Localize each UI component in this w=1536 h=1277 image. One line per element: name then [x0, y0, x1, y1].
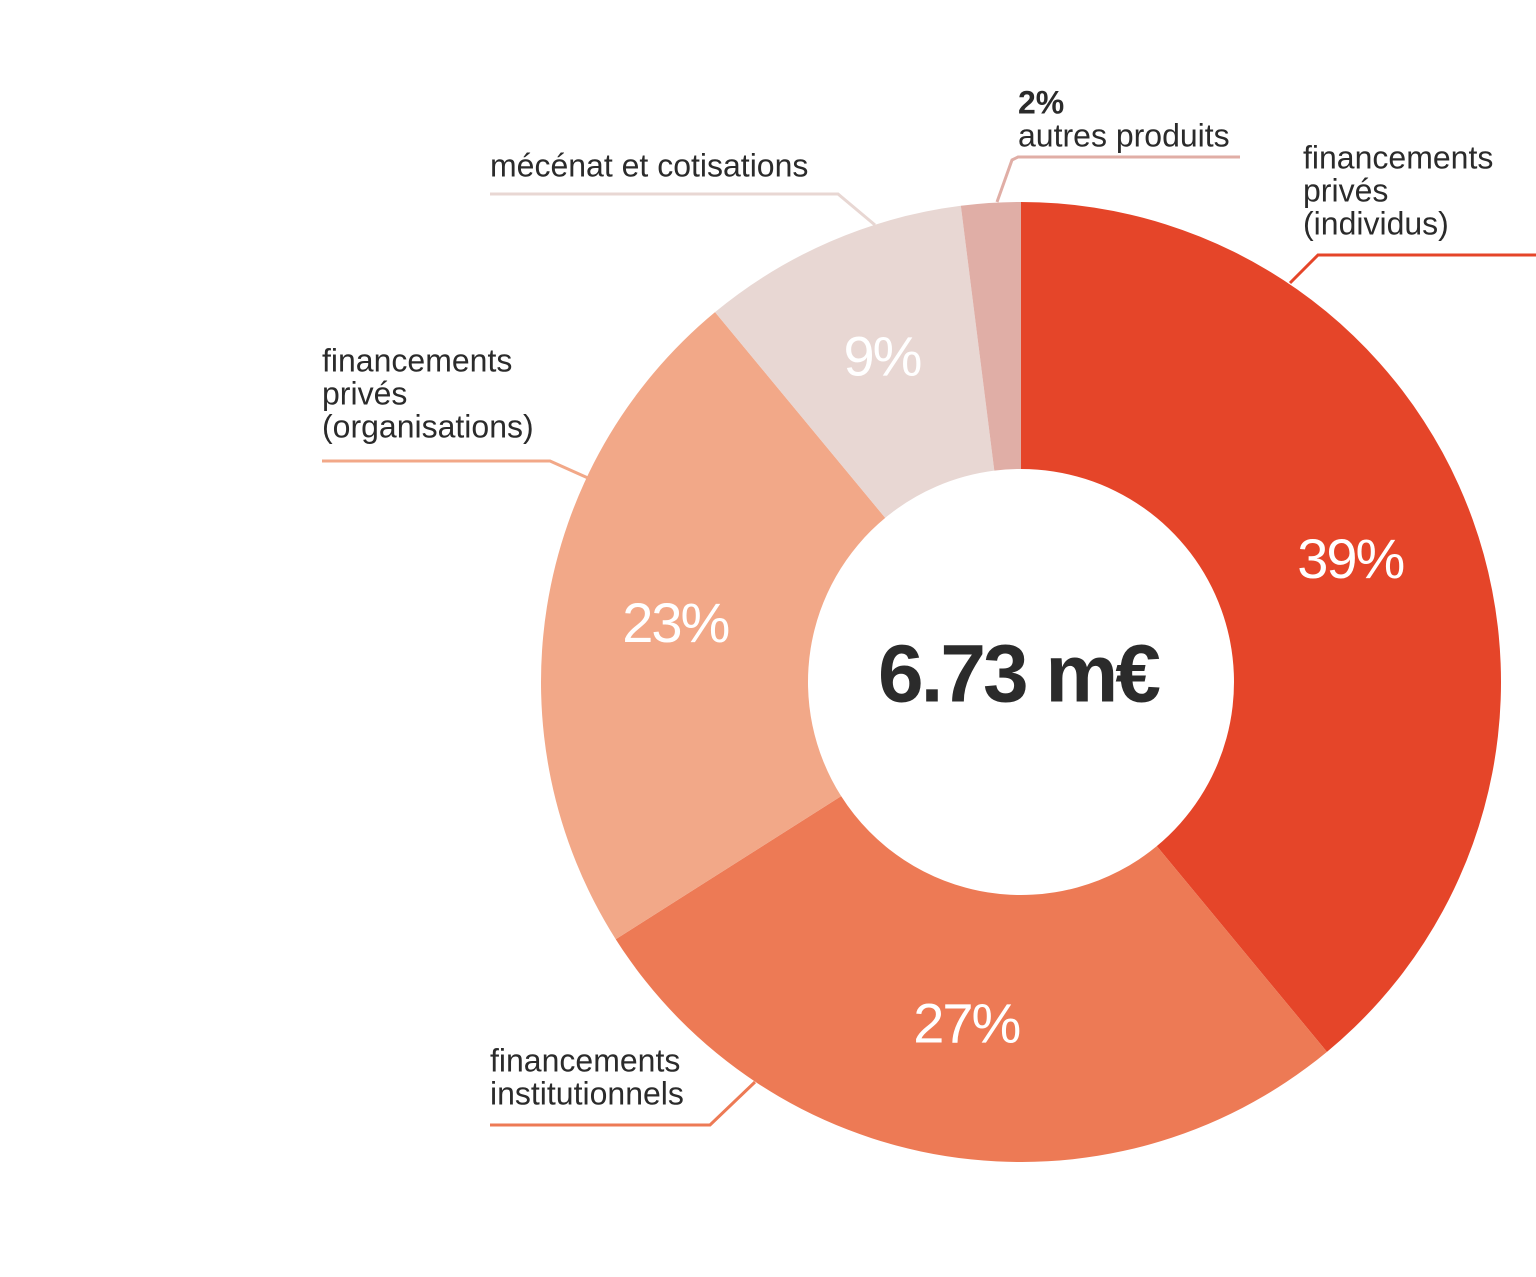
category-label: mécénat et cotisations [490, 147, 808, 183]
value-label: 23% [622, 591, 728, 654]
leader-line [995, 155, 1240, 203]
category-label: (individus) [1303, 205, 1449, 241]
slice [1021, 202, 1502, 1052]
value-label: 39% [1297, 527, 1403, 590]
value-label: 9% [844, 325, 921, 388]
value-label: 2% [1018, 84, 1064, 120]
category-label: financements [1303, 139, 1493, 175]
leader-line [490, 192, 876, 227]
category-label: institutionnels [490, 1075, 684, 1111]
category-label: privés [1303, 172, 1388, 208]
leader-line [490, 1080, 757, 1127]
leader-line [1288, 253, 1536, 285]
slice [715, 205, 995, 518]
slice [541, 312, 886, 940]
category-label: (organisations) [322, 408, 534, 444]
category-label: privés [322, 375, 407, 411]
center-label: 6.73 m€ [878, 629, 1160, 720]
slice [615, 796, 1327, 1163]
leader-line [322, 459, 589, 480]
slice [960, 202, 1021, 471]
category-label: financements [322, 342, 512, 378]
value-label: 27% [913, 991, 1019, 1054]
category-label: financements [490, 1042, 680, 1078]
category-label: autres produits [1018, 117, 1230, 153]
